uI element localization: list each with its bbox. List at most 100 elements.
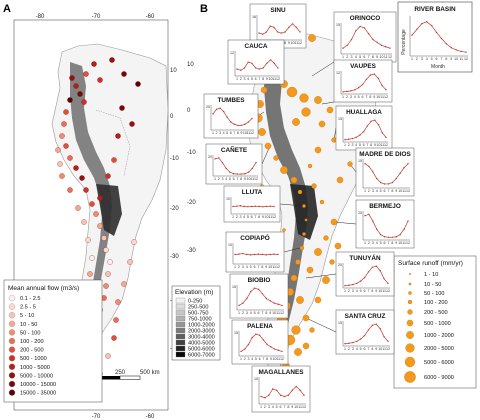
runoff-point — [296, 296, 304, 304]
runoff-legend-swatch — [404, 371, 416, 383]
runoff-point — [302, 204, 306, 208]
runoff-legend-swatch — [408, 282, 412, 286]
month-tick: 4 — [272, 405, 274, 409]
map-b-lat-tick: -20 — [187, 200, 196, 206]
map-a-legend-box — [3, 279, 103, 403]
hydrograph-line — [214, 157, 257, 175]
month-tick: 11 — [382, 347, 386, 351]
month-tick: 2 — [348, 143, 350, 147]
map-a: -80-70-60 -70-60 100-10-20-30-40-50 0 25… — [3, 14, 179, 420]
flow-legend-label: 500 - 1000 — [20, 356, 47, 362]
month-tick: 6 — [254, 265, 256, 269]
hydrograph-point — [273, 253, 275, 255]
hydrograph-point — [273, 26, 275, 29]
hydrograph-point — [287, 394, 290, 396]
elevation-legend-swatch — [175, 351, 186, 358]
hydrograph-line — [236, 59, 279, 71]
map-b-lat-tick: 10 — [187, 62, 194, 68]
flow-point — [69, 75, 75, 81]
flow-point — [101, 235, 107, 241]
month-tick: 3 — [246, 311, 248, 315]
month-tick: 2 — [244, 357, 246, 361]
month-tick: 11 — [276, 311, 280, 315]
flow-point — [107, 259, 113, 265]
hydrograph-point — [421, 23, 423, 25]
flow-point — [89, 255, 95, 261]
flow-legend-label: 0.1 - 2.5 — [20, 296, 41, 302]
basin-name: LLUTA — [242, 189, 263, 196]
month-tick: 12 — [406, 241, 410, 245]
flow-legend-swatch — [8, 389, 16, 396]
hydrograph-point — [265, 205, 268, 208]
month-tick: 6 — [364, 347, 366, 351]
month-tick: 10 — [398, 241, 402, 245]
hydrograph-point — [342, 47, 344, 49]
hydrograph-point — [385, 46, 387, 48]
hydrograph-point — [368, 165, 370, 168]
flow-point — [79, 175, 85, 181]
month-tick: 1 — [342, 55, 344, 59]
hydrograph-point — [237, 124, 239, 127]
month-tick: 2 — [218, 177, 220, 181]
scalebar-end: 500 km — [140, 370, 160, 376]
flow-legend-label: 5000 - 10000 — [20, 373, 53, 379]
hydrograph-point — [276, 31, 279, 33]
basin-inset-frame — [229, 273, 289, 319]
month-tick: 10 — [268, 265, 272, 269]
hydrograph-point — [250, 290, 252, 293]
month-tick: 3 — [421, 57, 423, 61]
month-tick: 3 — [221, 177, 223, 181]
month-tick: 12 — [406, 189, 410, 193]
hydrograph-point — [395, 177, 397, 180]
hydrograph-point — [376, 177, 378, 180]
month-tick: 12 — [386, 347, 390, 351]
hydrograph-point — [381, 84, 383, 87]
month-tick: 7 — [283, 405, 285, 409]
hydrograph-point — [258, 205, 260, 208]
elevation-legend: Elevation (m) 0-250250-500500-750750-100… — [171, 285, 221, 361]
runoff-legend-swatch — [404, 356, 416, 368]
month-tick: 11 — [272, 77, 276, 81]
elevation-legend-swatch — [175, 297, 186, 304]
flow-point — [97, 195, 103, 201]
inset-ymax-tick: 10 — [226, 197, 230, 201]
runoff-point — [319, 199, 325, 205]
runoff-point — [314, 296, 322, 304]
month-tick: 8 — [369, 95, 371, 99]
basin-name: COPIAPÓ — [240, 233, 270, 242]
flow-point — [63, 143, 69, 149]
month-tick: 6 — [363, 143, 365, 147]
hydrograph-point — [379, 233, 382, 236]
elevation-legend-label: 250-500 — [188, 304, 209, 310]
month-tick: 4 — [355, 55, 357, 59]
hydrograph-point — [238, 253, 240, 255]
hydrograph-point — [350, 38, 353, 41]
hydrograph-point — [247, 343, 250, 346]
runoff-legend-label: 2000 - 5000 — [424, 346, 454, 352]
hydrograph-point — [258, 68, 261, 70]
month-tick: 3 — [350, 95, 352, 99]
month-tick: 8 — [266, 357, 268, 361]
elevation-legend-swatch — [175, 303, 186, 310]
month-tick: 9 — [374, 143, 376, 147]
month-tick: 10 — [378, 347, 382, 351]
flow-point — [75, 205, 81, 211]
basin-name: MAGALLANES — [258, 369, 304, 376]
runoff-point — [329, 259, 335, 265]
hydrograph-point — [249, 254, 252, 256]
flow-legend-swatch — [8, 337, 16, 345]
hydrograph-point — [236, 173, 239, 175]
elevation-legend-label: 750-1000 — [188, 316, 212, 322]
month-tick: 11 — [380, 95, 384, 99]
basin-inset-frame — [333, 59, 393, 103]
hydrograph-point — [348, 138, 350, 140]
month-tick: 9 — [265, 265, 267, 269]
flow-point — [121, 281, 127, 287]
flow-point — [67, 155, 73, 161]
hydrograph-point — [233, 123, 235, 125]
month-tick: 8 — [445, 57, 447, 61]
basin-name: BERMEJO — [369, 203, 401, 210]
hydrograph-point — [303, 394, 305, 396]
